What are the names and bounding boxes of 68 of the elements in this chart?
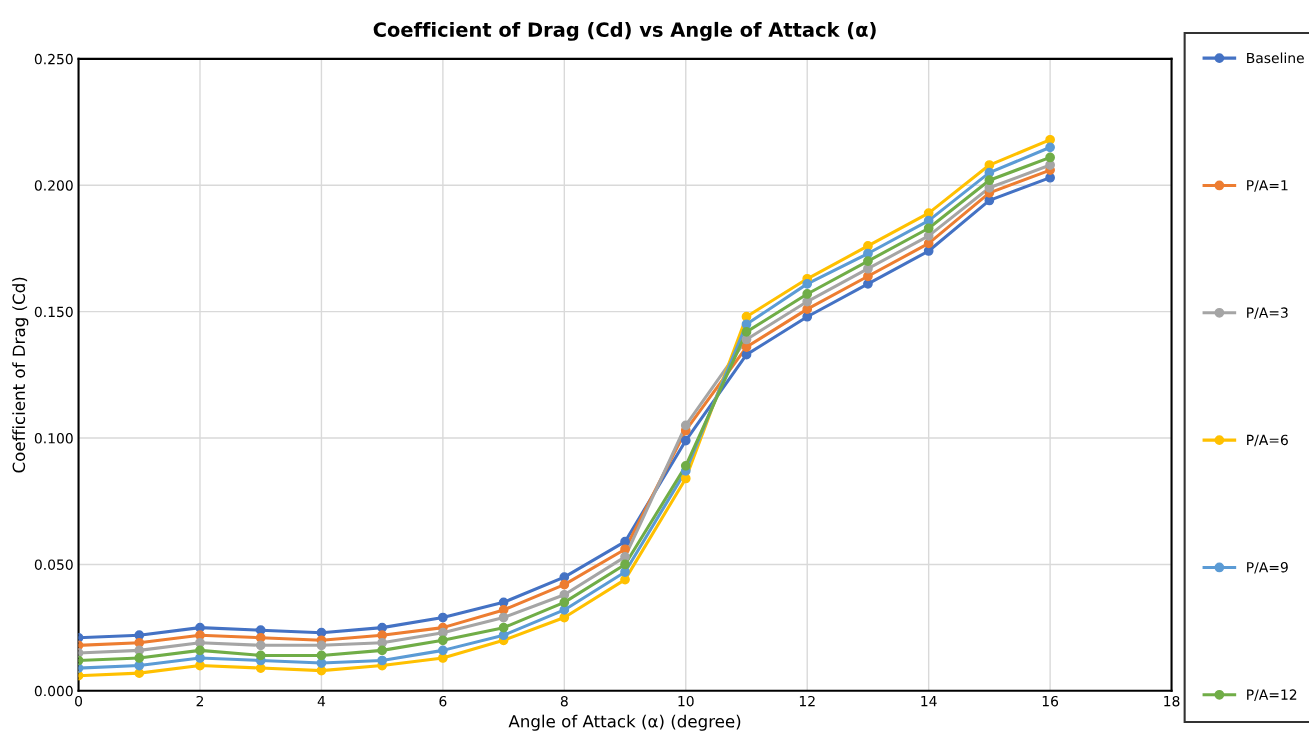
y-tick-label: 0.150	[34, 306, 73, 318]
point	[559, 597, 570, 608]
x-tick-label: 8	[560, 695, 568, 707]
x-tick-label: 0	[75, 695, 83, 707]
point	[680, 435, 691, 446]
point	[559, 589, 570, 600]
point	[316, 650, 327, 661]
point	[1045, 160, 1055, 170]
point	[377, 622, 388, 633]
x-tick-label: 16	[1042, 695, 1059, 707]
point	[802, 278, 813, 289]
point	[498, 612, 509, 623]
x-tick-label: 12	[799, 695, 815, 707]
point	[377, 645, 388, 656]
point	[195, 653, 205, 663]
point	[498, 630, 509, 641]
point	[498, 622, 509, 633]
x-tick-label: 2	[196, 695, 204, 707]
legend-label: Baseline	[1247, 52, 1304, 64]
x-tick-label: 14	[921, 696, 937, 707]
x-tick-label: 10	[678, 695, 694, 707]
point	[620, 536, 630, 547]
point	[802, 304, 813, 314]
point	[680, 460, 691, 471]
y-axis-title: Coefficient of Drag (Cd)	[12, 277, 29, 473]
point	[680, 420, 691, 431]
point	[620, 551, 630, 562]
point	[559, 579, 570, 590]
point	[438, 612, 448, 623]
point	[498, 605, 509, 615]
y-tick-label: 0.100	[34, 433, 73, 444]
y-tick-label: 0.250	[34, 53, 73, 65]
point	[923, 223, 934, 234]
x-tick-label: 4	[317, 696, 326, 707]
point	[255, 650, 266, 661]
point	[620, 567, 630, 577]
y-tick-label: 0.200	[34, 180, 73, 191]
point	[438, 635, 448, 646]
point	[984, 175, 995, 186]
legend-label: P/A=3	[1247, 307, 1288, 319]
point	[1045, 152, 1055, 163]
point	[863, 248, 873, 259]
point	[741, 342, 752, 352]
point	[438, 645, 448, 656]
point	[863, 241, 873, 251]
point	[195, 645, 205, 656]
point	[134, 653, 145, 663]
point	[1045, 134, 1055, 145]
legend-label: P/A=12	[1247, 689, 1297, 701]
point	[741, 327, 752, 337]
point	[195, 637, 205, 648]
point	[802, 289, 813, 299]
point	[377, 655, 388, 666]
point	[316, 640, 327, 651]
y-tick-label: 0.000	[34, 685, 73, 697]
x-axis-title: Angle of Attack (α) (degree)	[508, 714, 741, 731]
point	[255, 640, 266, 651]
legend-label: P/A=1	[1247, 180, 1288, 192]
x-tick-label: 18	[1164, 695, 1180, 707]
legend-label: P/A=6	[1247, 434, 1288, 447]
y-tick-label: 0.050	[34, 559, 73, 570]
legend-label: P/A=9	[1247, 562, 1288, 574]
chart-title: Coefficient of Drag (Cd) vs Angle of Attack (α)	[373, 21, 876, 41]
point	[863, 271, 873, 282]
point	[863, 256, 873, 266]
point	[1045, 142, 1055, 153]
x-tick-label: 6	[439, 695, 447, 707]
point	[620, 559, 630, 570]
